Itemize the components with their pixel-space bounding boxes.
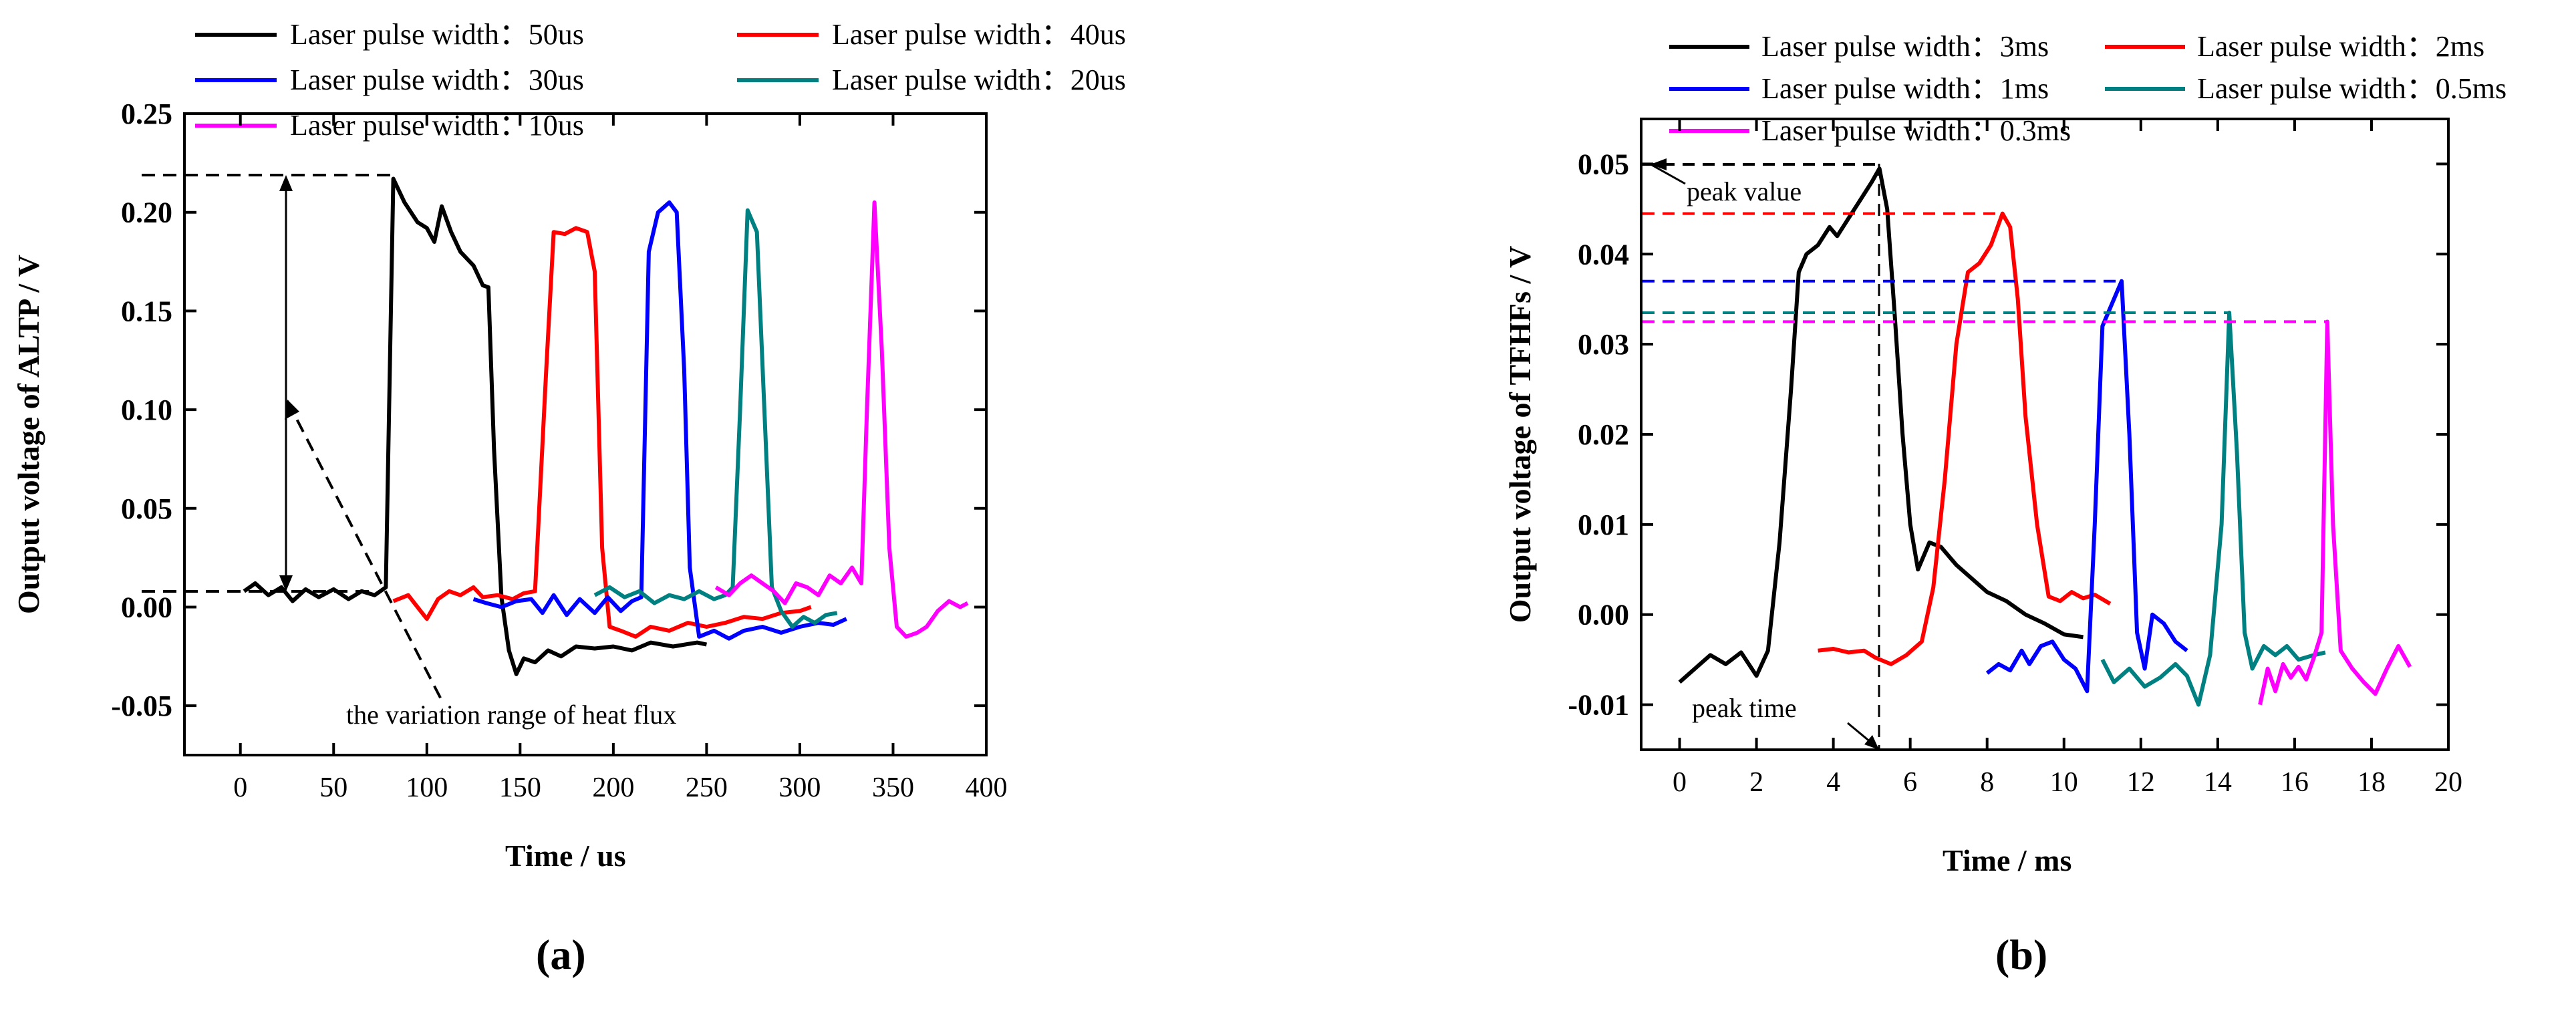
x-axis-label-a: Time / us [505, 839, 626, 873]
x-tick-label: 14 [2204, 767, 2232, 798]
peak-time-arrowhead [1864, 735, 1879, 750]
x-tick-label: 50 [319, 772, 347, 803]
series-line-b-4 [2258, 319, 2412, 706]
x-tick-label: 0 [233, 772, 247, 803]
x-tick-label: 10 [2050, 767, 2078, 798]
x-tick-label: 20 [2434, 767, 2462, 798]
y-tick-label: 0.01 [1578, 509, 1629, 541]
y-tick-label: 0.05 [121, 492, 172, 525]
x-tick-label: 250 [686, 772, 728, 803]
y-tick-label: 0.05 [1578, 148, 1629, 180]
legend-label: Laser pulse width：1ms [1761, 72, 2049, 105]
y-tick-label: 0.04 [1578, 238, 1629, 271]
y-tick-label: 0.03 [1578, 328, 1629, 361]
y-tick-label: 0.25 [121, 98, 172, 130]
series-line-a-1 [392, 226, 812, 639]
series-line-a-0 [243, 176, 708, 676]
x-tick-label: 4 [1826, 767, 1840, 798]
y-tick-label: 0.20 [121, 196, 172, 229]
legend-label: Laser pulse width：2ms [2197, 30, 2484, 63]
peak-value-label: peak value [1687, 176, 1802, 206]
series-line-b-2 [1985, 279, 2188, 694]
annotation-group-b: peak value peak time [1642, 158, 2327, 750]
series-line-a-2 [472, 200, 847, 641]
heat-flux-label: the variation range of heat flux [346, 700, 676, 730]
x-tick-label: 2 [1749, 767, 1763, 798]
x-tick-label: 350 [872, 772, 914, 803]
y-tick-label: 0.00 [1578, 599, 1629, 631]
series-group-a [243, 176, 969, 676]
peak-value-arrowhead [1651, 158, 1667, 170]
x-tick-label: 6 [1903, 767, 1917, 798]
arrowhead-up [279, 175, 293, 191]
x-tick-label: 18 [2357, 767, 2386, 798]
x-tick-label: 100 [406, 772, 448, 803]
peak-time-label: peak time [1692, 693, 1797, 723]
figure-label-b: (b) [1995, 931, 2047, 978]
annotation-group-a: the variation range of heat flux [142, 174, 676, 730]
peak-value-leader [1651, 164, 1686, 185]
x-tick-label: 12 [2127, 767, 2155, 798]
y-tick-label: -0.05 [111, 690, 172, 722]
legend-b: Laser pulse width：3ms Laser pulse width：2… [1669, 30, 2507, 147]
legend-label: Laser pulse width：20us [832, 63, 1126, 96]
x-axis-label-b: Time / ms [1943, 843, 2071, 877]
y-tick-label: 0.15 [121, 295, 172, 327]
legend-label: Laser pulse width：50us [290, 18, 584, 51]
figure-label-a: (a) [536, 931, 586, 978]
heat-flux-leader-line [286, 400, 444, 702]
x-tick-label: 200 [592, 772, 634, 803]
x-tick-label: 8 [1980, 767, 1994, 798]
series-group-b [1678, 166, 2412, 707]
y-tick-label: 0.10 [121, 394, 172, 426]
chart-panel-a: Laser pulse width：50us Laser pulse width：… [11, 18, 1126, 978]
x-tick-label: 150 [499, 772, 541, 803]
series-line-b-1 [1818, 211, 2112, 666]
x-tick-label: 400 [966, 772, 1008, 803]
legend-label: Laser pulse width：40us [832, 18, 1126, 51]
legend-label: Laser pulse width：3ms [1761, 30, 2049, 63]
axes-a: 0 50 100 150 200 250 300 350 400 -0.05 0.00 0.05 0.1… [111, 98, 1007, 803]
x-tick-label: 300 [778, 772, 821, 803]
y-axis-label-b: Output voltage of TFHFs / V [1503, 246, 1537, 623]
y-tick-label: -0.01 [1568, 689, 1629, 722]
x-tick-label: 0 [1673, 767, 1687, 798]
plot-frame-b [1640, 118, 2450, 751]
legend-label: Laser pulse width：0.5ms [2197, 72, 2507, 105]
series-line-a-3 [593, 208, 838, 629]
y-tick-label: 0.00 [121, 591, 172, 623]
series-line-b-0 [1678, 166, 2084, 684]
legend-label: Laser pulse width：30us [290, 63, 584, 96]
y-tick-label: 0.02 [1578, 418, 1629, 451]
series-line-b-3 [2100, 310, 2326, 707]
leader-arrowhead [285, 400, 299, 420]
series-line-a-4 [714, 200, 969, 639]
chart-panel-b: Laser pulse width：3ms Laser pulse width：2… [1503, 30, 2507, 978]
axes-b: 0 2 4 6 8 10 12 14 16 18 20 -0.01 0.00 0.01 0.02 0.03 0.… [1568, 119, 2462, 798]
x-tick-label: 16 [2281, 767, 2309, 798]
arrowhead-down [279, 575, 293, 591]
plot-frame-a [183, 112, 988, 756]
y-axis-label-a: Output voltage of ALTP / V [11, 255, 45, 614]
